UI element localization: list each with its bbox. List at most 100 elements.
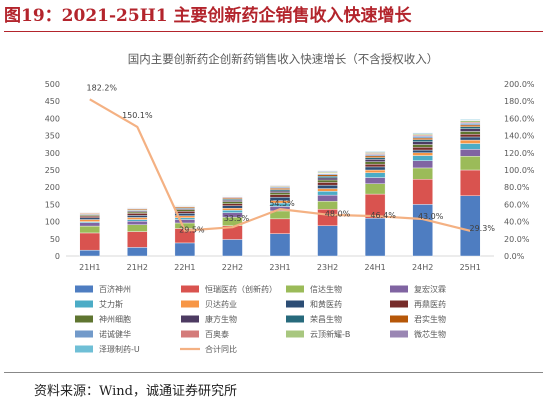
bar-segment (460, 156, 481, 171)
bar-segment (364, 177, 386, 184)
legend-swatch (181, 330, 199, 338)
x-tick-label: 22H1 (174, 263, 195, 272)
bar-segment (269, 188, 291, 190)
x-tick-label: 23H2 (317, 263, 338, 272)
bar-segment (222, 239, 243, 257)
bar-segment (412, 144, 433, 148)
y2-tick-label: 120.0% (504, 149, 535, 158)
bar-segment (127, 211, 148, 214)
bar-segment (460, 120, 481, 123)
bar-segment (364, 172, 386, 178)
bar-segment (79, 225, 100, 234)
y2-tick-label: 80.0% (504, 183, 530, 192)
bar-segment (174, 217, 196, 220)
bar-segment (460, 126, 481, 129)
y-tick-label: 400 (45, 114, 60, 123)
legend-label: 神州细胞 (99, 314, 131, 324)
legend-swatch (286, 330, 304, 338)
growth-data-label: 29.5% (179, 226, 205, 235)
legend-swatch (286, 315, 304, 323)
legend-swatch (286, 285, 304, 293)
bar-segment (269, 190, 291, 193)
legend-label: 复宏汉霖 (414, 284, 446, 294)
y2-tick-label: 180.0% (504, 97, 535, 106)
bar-segment (127, 213, 148, 216)
bar-segment (222, 210, 243, 213)
growth-line-layer: 182.2% 150.1% 29.5% 33.5% 54.5% 48.0% 46.4% 43.… (87, 83, 496, 234)
y2-tick-label: 20.0% (504, 235, 530, 244)
legend-label: 荣昌生物 (310, 314, 342, 324)
figure-title: 图19：2021-25H1 主要创新药企销售收入快速增长 (4, 3, 543, 29)
y-tick-label: 150 (45, 200, 60, 209)
figure-label: 图19： (4, 6, 62, 26)
y2-tick-label: 160.0% (504, 114, 535, 123)
bar-segment (364, 169, 386, 173)
bar-segment (79, 222, 100, 227)
bar-segment (412, 132, 433, 134)
growth-data-label: 43.0% (418, 212, 444, 221)
x-tick-label: 23H1 (269, 263, 290, 272)
bar-segment (174, 209, 196, 212)
bar-segment (127, 217, 148, 220)
legend-label: 微芯生物 (414, 329, 446, 339)
bar-segment (412, 147, 433, 151)
bar-segment (460, 136, 481, 141)
legend-swatch (390, 285, 408, 293)
bar-segment (222, 207, 243, 211)
bar-segment (127, 247, 148, 257)
growth-data-label: 150.1% (122, 111, 153, 120)
bar-segment (317, 184, 338, 189)
bar-segment (412, 149, 433, 153)
bar-segment (460, 128, 481, 132)
bar-segment (412, 167, 433, 180)
legend-swatch (181, 315, 199, 323)
growth-data-label: 29.3% (470, 224, 496, 233)
y-tick-label: 350 (45, 132, 60, 141)
chart: 国内主要创新药企创新药销售收入快速增长（不含授权收入） 0 50 100 150 200… (45, 52, 535, 354)
bar-segment (317, 174, 338, 177)
bar-segment (79, 219, 100, 222)
legend-swatch (390, 330, 408, 338)
bar-segment (412, 136, 433, 139)
bar-segment (269, 233, 291, 257)
bar-segment (364, 159, 386, 162)
bar-segment (317, 191, 338, 196)
bar-segment (412, 152, 433, 156)
chart-title: 国内主要创新药企创新药销售收入快速增长（不含授权收入） (128, 52, 439, 66)
x-tick-label: 25H1 (460, 263, 481, 272)
legend-label: 康方生物 (205, 314, 237, 324)
growth-line (89, 98, 471, 232)
bar-segment (460, 124, 481, 127)
bar-segment (460, 119, 481, 121)
legend-label: 百奥泰 (205, 329, 229, 339)
y2-tick-label: 60.0% (504, 200, 530, 209)
y-tick-label: 200 (45, 183, 60, 192)
bar-segment (127, 219, 148, 222)
bar-segment (412, 155, 433, 161)
source-note: 资料来源：Wind，诚通证券研究所 (34, 384, 237, 399)
bar-segment (317, 182, 338, 186)
legend-label: 和黄医药 (310, 299, 342, 309)
y2-tick-label: 200.0% (504, 80, 535, 89)
y2-tick-label: 40.0% (504, 218, 530, 227)
bar-segment (79, 217, 100, 220)
title-rule (4, 31, 543, 32)
bar-segment (364, 166, 386, 171)
bar-segment (269, 218, 291, 234)
bar-segment (412, 137, 433, 140)
bar-segment (412, 139, 433, 142)
y2-tick-label: 100.0% (504, 166, 535, 175)
y-tick-label: 100 (45, 218, 60, 227)
bar-segment (364, 163, 386, 168)
bar-segment (460, 139, 481, 144)
y2-tick-label: 140.0% (504, 132, 535, 141)
legend-swatch (75, 300, 93, 308)
legend-label: 再鼎医药 (414, 299, 446, 309)
y2-tick-label: 0.0% (504, 252, 525, 261)
x-tick-label: 24H1 (364, 263, 385, 272)
bar-segment (364, 150, 386, 152)
legend-swatch (181, 285, 199, 293)
bar-segment (79, 249, 100, 257)
growth-data-label: 33.5% (224, 214, 250, 223)
